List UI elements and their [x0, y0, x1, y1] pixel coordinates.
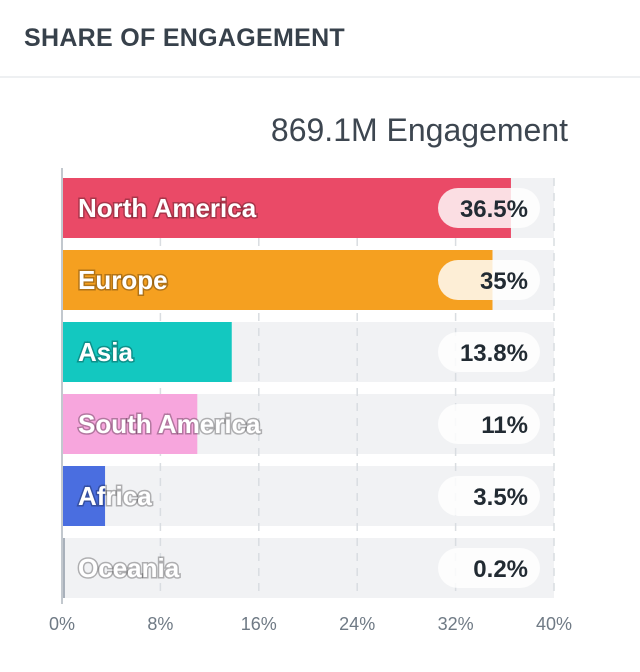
bar-label: North America — [78, 193, 257, 223]
bar-label: Asia — [78, 337, 133, 367]
total-engagement: 869.1M Engagement — [270, 112, 568, 148]
bar — [62, 538, 65, 598]
x-tick-label: 8% — [147, 614, 173, 634]
value-pill — [438, 548, 540, 588]
value-pill — [438, 260, 540, 300]
x-tick-label: 24% — [339, 614, 375, 634]
value-pill — [438, 404, 540, 444]
bar — [62, 466, 106, 526]
bar — [62, 250, 493, 310]
value-pill — [438, 188, 540, 228]
data-label: 13.8% — [460, 340, 528, 367]
value-pill — [438, 476, 540, 516]
card-header: SHARE OF ENGAGEMENT — [0, 0, 640, 78]
data-label: 3.5% — [473, 484, 528, 511]
data-label: 35% — [480, 268, 528, 295]
x-tick-label: 0% — [49, 614, 75, 634]
bar-label: Europe — [78, 265, 168, 295]
value-pill — [438, 332, 540, 372]
bar — [62, 394, 198, 454]
bar-label: Oceania — [78, 553, 180, 583]
data-label: 36.5% — [460, 196, 528, 223]
x-tick-label: 32% — [438, 614, 474, 634]
bar — [62, 322, 232, 382]
card-title: SHARE OF ENGAGEMENT — [24, 23, 345, 52]
bar-label: Africa — [78, 481, 152, 511]
bar — [62, 178, 511, 238]
data-label: 0.2% — [473, 556, 528, 583]
x-tick-label: 16% — [241, 614, 277, 634]
x-tick-label: 40% — [536, 614, 572, 634]
bar-label: South America — [78, 409, 261, 439]
data-label: 11% — [481, 412, 528, 439]
